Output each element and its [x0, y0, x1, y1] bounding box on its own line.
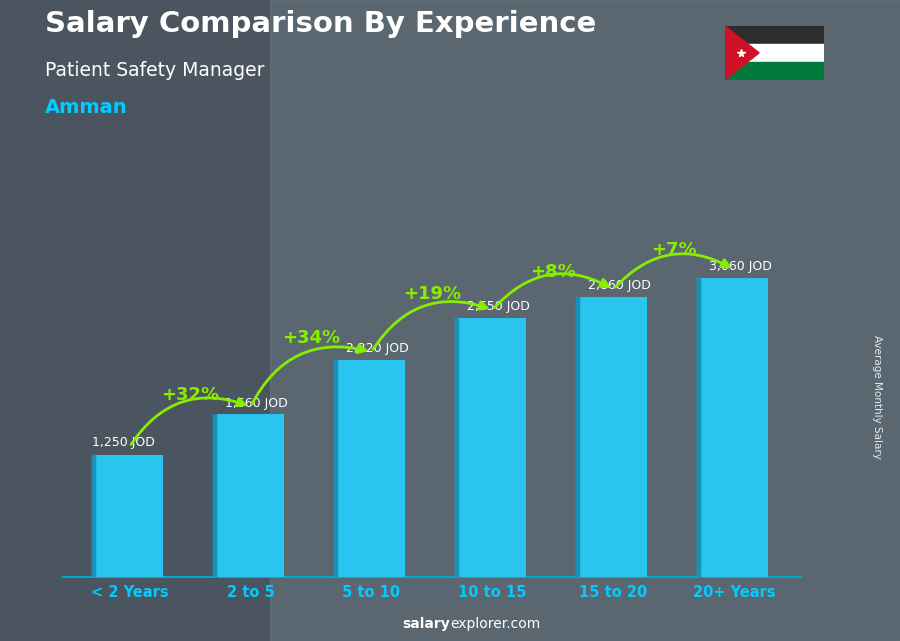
- Text: Amman: Amman: [45, 98, 128, 117]
- Text: 1,660 JOD: 1,660 JOD: [225, 397, 288, 410]
- Bar: [724, 44, 824, 62]
- Text: 2,220 JOD: 2,220 JOD: [346, 342, 409, 355]
- Text: +7%: +7%: [652, 241, 697, 259]
- Bar: [724, 26, 824, 44]
- Text: 2,650 JOD: 2,650 JOD: [467, 300, 530, 313]
- Text: +8%: +8%: [530, 263, 576, 281]
- Polygon shape: [334, 360, 338, 577]
- Polygon shape: [454, 318, 459, 577]
- Polygon shape: [212, 415, 217, 577]
- Bar: [724, 62, 824, 80]
- Text: Average Monthly Salary: Average Monthly Salary: [872, 335, 883, 460]
- Text: 2,860 JOD: 2,860 JOD: [588, 279, 651, 292]
- Bar: [459, 318, 526, 577]
- Text: Salary Comparison By Experience: Salary Comparison By Experience: [45, 10, 596, 38]
- Text: +32%: +32%: [161, 386, 219, 404]
- Bar: [338, 360, 405, 577]
- Polygon shape: [697, 278, 701, 577]
- Text: Patient Safety Manager: Patient Safety Manager: [45, 61, 265, 80]
- Text: salary: salary: [402, 617, 450, 631]
- Text: +34%: +34%: [282, 329, 340, 347]
- Bar: [96, 454, 163, 577]
- Polygon shape: [92, 454, 96, 577]
- Polygon shape: [575, 297, 580, 577]
- Text: 3,060 JOD: 3,060 JOD: [709, 260, 772, 272]
- Bar: [580, 297, 647, 577]
- Text: explorer.com: explorer.com: [450, 617, 540, 631]
- Text: +19%: +19%: [403, 285, 461, 303]
- Bar: [270, 0, 900, 641]
- Bar: [701, 278, 768, 577]
- Text: 1,250 JOD: 1,250 JOD: [92, 436, 155, 449]
- Polygon shape: [724, 26, 760, 80]
- Bar: [217, 415, 284, 577]
